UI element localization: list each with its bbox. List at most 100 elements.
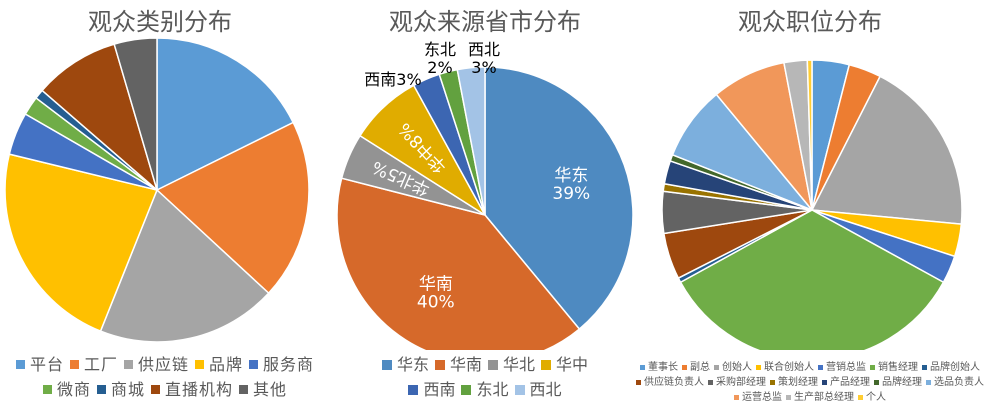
pie-slice-创始人	[810, 75, 963, 225]
legend-label: 联合创始人	[764, 362, 814, 373]
data-label-华南: 华南 40%	[417, 274, 455, 312]
legend-label: 直播机构	[165, 380, 234, 399]
legend-audience-category: 平台 工厂 供应链 品牌 服务商 微商 商城 直播机构 其他	[0, 352, 330, 402]
data-label-西南: 西南3%	[364, 70, 421, 89]
legend-item: 策划经理	[770, 375, 818, 390]
legend-item: 个人	[858, 390, 886, 405]
legend-swatch	[636, 380, 641, 385]
legend-swatch	[42, 385, 52, 394]
legend-swatch	[734, 395, 739, 400]
legend-item: 供应链负责人	[636, 375, 704, 390]
legend-label: 品牌创始人	[930, 362, 980, 373]
pie-slice-华东	[484, 66, 634, 331]
legend-item: 联合创始人	[756, 360, 814, 375]
legend-item: 华中	[541, 352, 588, 377]
legend-label: 选品负责人	[934, 377, 984, 388]
legend-item: 商城	[96, 377, 145, 402]
legend-item: 副总	[682, 360, 710, 375]
legend-label: 其他	[253, 380, 288, 399]
legend-swatch	[870, 365, 875, 370]
legend-item: 微商	[42, 377, 91, 402]
legend-swatch	[874, 380, 879, 385]
legend-label: 个人	[866, 392, 886, 403]
legend-item: 生产部总经理	[786, 390, 854, 405]
legend-swatch	[195, 360, 204, 369]
legend-swatch	[408, 384, 419, 395]
legend-swatch	[822, 380, 827, 385]
legend-item: 工厂	[69, 352, 118, 377]
legend-swatch	[708, 380, 713, 385]
legend-swatch	[461, 384, 472, 395]
legend-swatch	[858, 395, 863, 400]
pie-slice-工厂	[155, 121, 310, 295]
legend-swatch	[123, 360, 133, 369]
legend-item: 其他	[239, 377, 287, 402]
legend-label: 微商	[56, 380, 91, 399]
legend-item: 创始人	[714, 360, 752, 375]
legend-swatch	[239, 385, 249, 394]
legend-label: 采购部经理	[716, 377, 766, 388]
legend-swatch	[434, 359, 445, 370]
legend-item: 东北	[461, 377, 509, 402]
legend-swatch	[249, 360, 259, 369]
legend-item: 品牌	[195, 352, 243, 377]
legend-swatch	[682, 365, 687, 370]
legend-item: 销售经理	[870, 360, 918, 375]
legend-swatch	[488, 359, 498, 370]
legend-label: 东北	[476, 380, 509, 399]
legend-label: 创始人	[722, 362, 752, 373]
legend-label: 品牌经理	[882, 377, 922, 388]
pie-slice-其他	[113, 37, 158, 191]
pie-slice-直播机构	[41, 43, 159, 193]
legend-swatch	[756, 365, 761, 370]
legend-label: 品牌	[209, 355, 244, 374]
legend-swatch	[714, 365, 719, 370]
legend-swatch	[96, 385, 106, 394]
legend-label: 产品经理	[830, 377, 870, 388]
legend-label: 华南	[449, 355, 482, 374]
chart-title-audience-position: 观众职位分布	[738, 8, 882, 36]
legend-swatch	[818, 365, 823, 370]
legend-swatch	[770, 380, 775, 385]
pie-slice-销售经理	[679, 209, 945, 350]
legend-item: 直播机构	[151, 377, 233, 402]
legend-label: 营销总监	[826, 362, 866, 373]
legend-swatch	[640, 365, 645, 370]
legend-label: 销售经理	[878, 362, 918, 373]
legend-label: 董事长	[648, 362, 678, 373]
pie-charts-svg: 华东 39%华南 40%华北5%华中8%西南3%东北 2%西北 3%	[4, 37, 963, 350]
legend-item: 西北	[514, 377, 562, 402]
pie-slice-平台	[156, 37, 295, 192]
legend-item: 运营总监	[734, 390, 782, 405]
legend-audience-position: 董事长 副总 创始人 联合创始人 营销总监 销售经理 品牌创始人供应链负责人 采购部经理 策划经…	[620, 360, 1000, 405]
legend-label: 西南	[423, 380, 456, 399]
legend-label: 运营总监	[742, 392, 782, 403]
data-label-东北: 东北 2%	[424, 40, 456, 77]
legend-item: 品牌创始人	[922, 360, 980, 375]
legend-label: 西北	[529, 380, 562, 399]
legend-item: 品牌经理	[874, 375, 922, 390]
pie-slice-个人	[806, 59, 813, 211]
legend-item: 选品负责人	[926, 375, 984, 390]
pie-slice-品牌	[4, 153, 159, 333]
legend-label: 工厂	[83, 355, 118, 374]
legend-item: 华东	[381, 352, 429, 377]
legend-label: 供应链负责人	[644, 377, 704, 388]
pie-slice-华南	[336, 177, 581, 350]
legend-swatch	[381, 359, 392, 370]
legend-swatch	[922, 365, 927, 370]
legend-label: 华中	[556, 355, 589, 374]
legend-label: 服务商	[263, 355, 315, 374]
legend-label: 商城	[110, 380, 145, 399]
legend-swatch	[151, 385, 160, 394]
legend-item: 董事长	[640, 360, 678, 375]
legend-item: 华北	[488, 352, 535, 377]
legend-swatch	[541, 359, 552, 370]
legend-label: 华东	[396, 355, 429, 374]
legend-label: 策划经理	[778, 377, 818, 388]
legend-label: 生产部总经理	[794, 392, 854, 403]
legend-audience-region: 华东 华南 华北 华中西南 东北 西北	[360, 352, 610, 402]
data-label-华东: 华东 39%	[552, 166, 590, 204]
legend-label: 副总	[690, 362, 710, 373]
